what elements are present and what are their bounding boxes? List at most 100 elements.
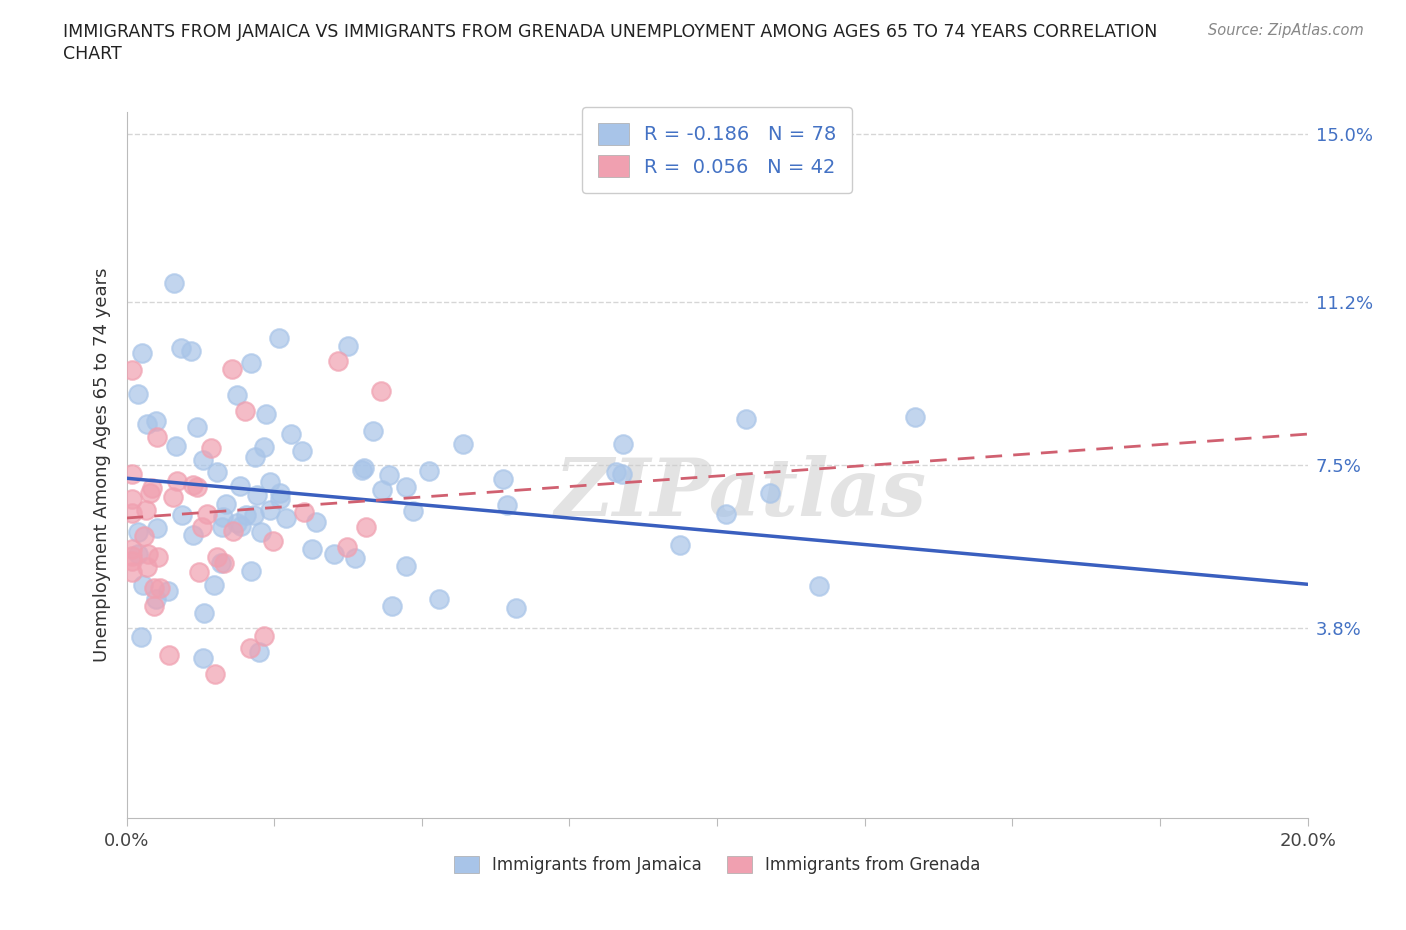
- Point: [246, 487, 269, 502]
- Point: [132, 528, 155, 543]
- Point: [233, 403, 256, 418]
- Point: [121, 541, 143, 556]
- Point: [132, 578, 155, 592]
- Point: [163, 275, 186, 290]
- Point: [191, 520, 214, 535]
- Point: [145, 414, 167, 429]
- Point: [305, 514, 328, 529]
- Point: [714, 506, 737, 521]
- Point: [146, 550, 169, 565]
- Text: ZIPatlas: ZIPatlas: [554, 455, 927, 532]
- Point: [280, 427, 302, 442]
- Point: [186, 419, 208, 434]
- Point: [121, 363, 143, 378]
- Point: [231, 519, 253, 534]
- Point: [240, 356, 263, 371]
- Point: [505, 601, 527, 616]
- Point: [226, 515, 249, 530]
- Point: [605, 465, 627, 480]
- Point: [249, 525, 271, 539]
- Point: [247, 644, 270, 659]
- Point: [193, 605, 215, 620]
- Point: [121, 549, 143, 564]
- Point: [141, 480, 163, 495]
- Point: [200, 441, 222, 456]
- Point: [758, 485, 780, 500]
- Point: [129, 630, 152, 644]
- Point: [222, 524, 245, 538]
- Point: [259, 474, 281, 489]
- Point: [121, 506, 143, 521]
- Point: [269, 330, 291, 345]
- Point: [211, 510, 233, 525]
- Point: [336, 339, 359, 353]
- Point: [146, 521, 169, 536]
- Point: [361, 424, 384, 439]
- Point: [253, 629, 276, 644]
- Point: [243, 449, 266, 464]
- Point: [225, 388, 247, 403]
- Point: [429, 591, 451, 606]
- Point: [121, 492, 143, 507]
- Point: [121, 553, 143, 568]
- Point: [135, 503, 157, 518]
- Point: [395, 559, 418, 574]
- Point: [135, 417, 157, 432]
- Text: Source: ZipAtlas.com: Source: ZipAtlas.com: [1208, 23, 1364, 38]
- Y-axis label: Unemployment Among Ages 65 to 74 years: Unemployment Among Ages 65 to 74 years: [93, 268, 111, 662]
- Point: [169, 340, 191, 355]
- Point: [165, 439, 187, 454]
- Point: [127, 387, 149, 402]
- Point: [370, 384, 392, 399]
- Point: [157, 647, 180, 662]
- Point: [166, 473, 188, 488]
- Point: [301, 542, 323, 557]
- Point: [127, 525, 149, 539]
- Point: [269, 485, 291, 500]
- Point: [207, 550, 229, 565]
- Point: [235, 508, 257, 523]
- Point: [181, 477, 204, 492]
- Point: [127, 547, 149, 562]
- Point: [191, 650, 214, 665]
- Point: [254, 406, 277, 421]
- Point: [269, 491, 291, 506]
- Point: [145, 591, 167, 606]
- Point: [323, 547, 346, 562]
- Point: [395, 480, 418, 495]
- Point: [136, 547, 159, 562]
- Point: [239, 564, 262, 578]
- Point: [402, 503, 425, 518]
- Point: [121, 565, 143, 579]
- Point: [138, 485, 160, 500]
- Point: [204, 667, 226, 682]
- Point: [808, 579, 831, 594]
- Point: [214, 497, 236, 512]
- Point: [211, 520, 233, 535]
- Point: [186, 480, 208, 495]
- Point: [381, 599, 404, 614]
- Point: [209, 555, 232, 570]
- Point: [170, 508, 193, 523]
- Point: [668, 538, 690, 552]
- Point: [212, 555, 235, 570]
- Point: [904, 409, 927, 424]
- Point: [146, 430, 169, 445]
- Point: [242, 508, 264, 523]
- Point: [353, 460, 375, 475]
- Point: [180, 344, 202, 359]
- Point: [156, 583, 179, 598]
- Point: [291, 444, 314, 458]
- Point: [195, 507, 218, 522]
- Point: [121, 467, 143, 482]
- Point: [149, 581, 172, 596]
- Point: [350, 462, 373, 477]
- Text: IMMIGRANTS FROM JAMAICA VS IMMIGRANTS FROM GRENADA UNEMPLOYMENT AMONG AGES 65 TO: IMMIGRANTS FROM JAMAICA VS IMMIGRANTS FR…: [63, 23, 1157, 41]
- Point: [181, 527, 204, 542]
- Point: [229, 479, 252, 494]
- Point: [259, 502, 281, 517]
- Point: [344, 551, 367, 565]
- Point: [451, 436, 474, 451]
- Point: [143, 581, 166, 596]
- Point: [612, 467, 634, 482]
